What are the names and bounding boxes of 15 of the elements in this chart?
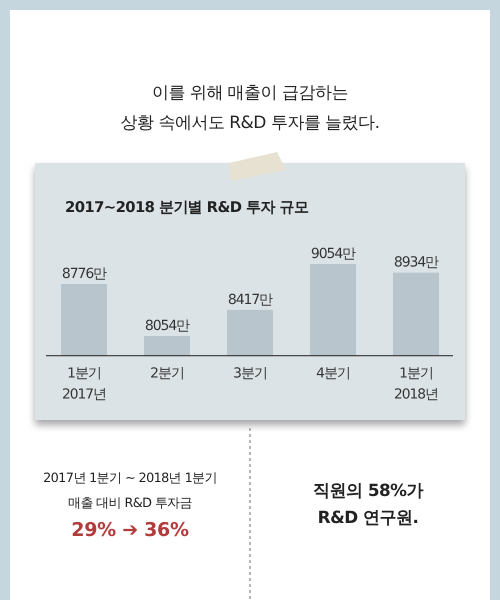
annotation: 이를 위해 매출이 급감하는 상황 속에서도 R&D 투자를 늘렸다. [120,83,380,133]
annotation: 직원의 58%가 R&D 연구원. [313,480,423,527]
x-tick-label: 2분기 [150,366,184,382]
x-tick-label: 4분기 [316,366,350,382]
data-label: 9054만 [310,246,356,262]
title: 2017~2018 분기별 R&D 투자 규모 [65,199,308,216]
data-label: 8776만 [62,266,106,282]
data-label: 8054만 [144,318,190,334]
data-label: 8417만 [228,292,272,308]
x-tick-label: 1분기 2018년 [394,366,438,402]
data-label: 8934만 [394,254,438,271]
annotation: 29% ➔ 36% [71,519,189,541]
x-tick-label: 1분기 2017년 [62,366,106,402]
x-tick-label: 3분기 [233,366,267,382]
annotation: 2017년 1분기 ~ 2018년 1분기 매출 대비 R&D 투자금 [43,471,217,511]
